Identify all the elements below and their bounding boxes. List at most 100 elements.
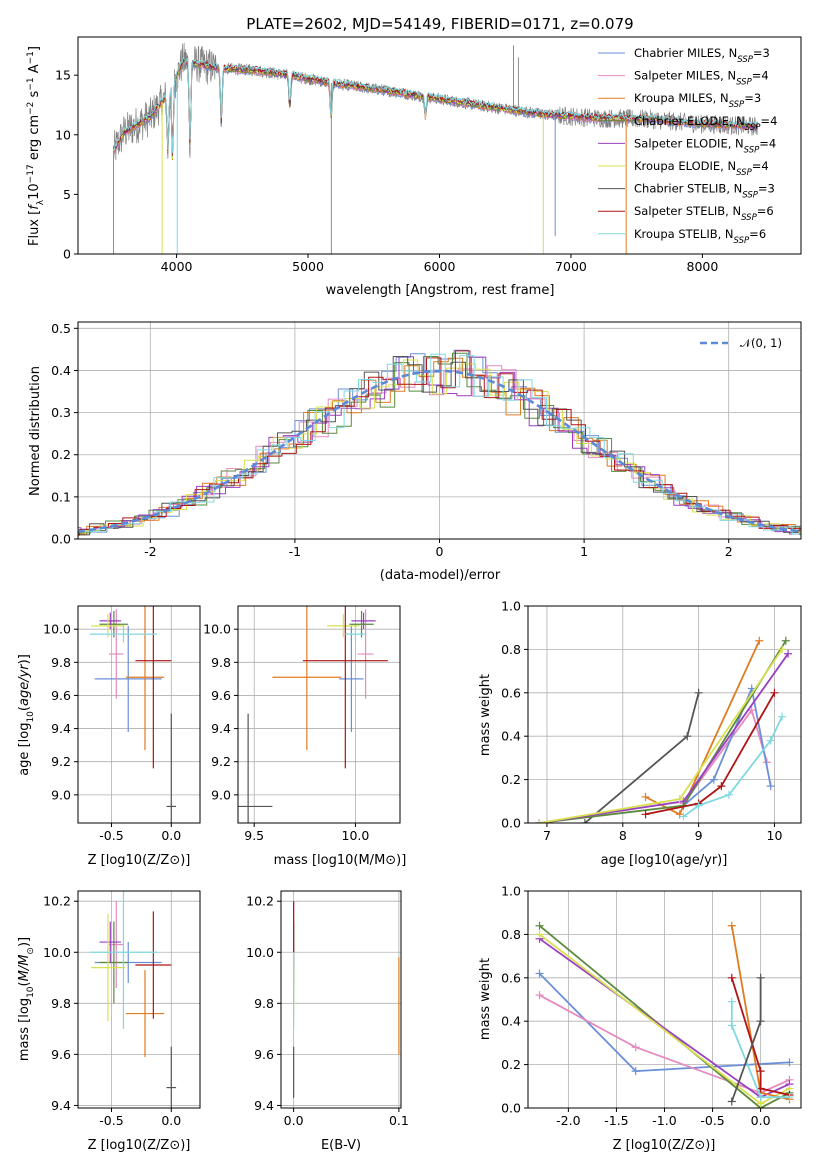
y-tick-label: 9.4 [254, 1098, 274, 1113]
y-axis-label: mass weight [478, 958, 493, 1040]
legend-n: , N [728, 136, 744, 150]
y-tick-label: 1.0 [501, 884, 521, 899]
axes-frame [77, 890, 201, 1109]
label-part: 10 [26, 711, 36, 723]
y-tick-label: 0.4 [51, 363, 71, 378]
label-part: ] [27, 46, 42, 51]
legend-eq: = [752, 69, 762, 83]
x-tick-label: 7 [543, 828, 551, 843]
y-tick-label: 9.0 [51, 787, 71, 802]
plot-area [78, 349, 801, 536]
legend-eq: = [758, 182, 768, 196]
y-tick-label: 0.2 [501, 772, 521, 787]
label-part: ( [17, 706, 32, 711]
y-tick-label: 0.4 [501, 1014, 521, 1029]
x-tick-label: -2 [144, 544, 156, 559]
y-tick-label: 10.2 [246, 894, 274, 909]
plus-marker [778, 712, 787, 721]
x-axis-label: E(B-V) [321, 1138, 361, 1153]
legend-label: Salpeter STELIB, NSSP=6 [634, 204, 774, 223]
y-tick-label: 10 [55, 127, 71, 142]
y-tick-label: 9.0 [211, 787, 231, 802]
plus-marker [535, 991, 544, 1000]
legend-eq: = [749, 227, 759, 241]
legend-nssp: 6 [766, 204, 773, 218]
x-tick-label: -1.0 [652, 1113, 676, 1128]
plus-marker [709, 775, 718, 784]
y-tick-label: 0.0 [501, 1101, 521, 1116]
label-part: −2 [26, 102, 36, 115]
y-tick-label: 9.6 [254, 1047, 274, 1062]
x-axis-label: wavelength [Angstrom, rest frame] [326, 283, 555, 298]
x-tick-label: 9.5 [244, 828, 264, 843]
weight_vs_Z-panel: -2.0 -1.5 -1.0 -0.5 0.0 0.0 0.2 0.4 0.6 0.8 1.0 [501, 884, 802, 1128]
plus-marker [641, 792, 650, 801]
x-tick-label: 0.1 [389, 1113, 409, 1128]
plus-marker [755, 636, 764, 645]
x-tick-label: -0.5 [700, 1113, 724, 1128]
x-axis-label: Z [log10(Z/Z⊙)] [88, 1138, 191, 1153]
plus-marker [781, 636, 790, 645]
y-axis-label: age [log10(age/yr)] [17, 654, 36, 776]
legend-label: 𝒩(0, 1) [740, 336, 782, 350]
legend-model: Salpeter ELODIE [634, 136, 728, 150]
y-tick-label: 9.8 [211, 655, 231, 670]
legend-eq: = [759, 136, 769, 150]
x-axis-label: Z [log10(Z/Z⊙)] [88, 853, 191, 868]
y-tick-label: 0.5 [51, 321, 71, 336]
x-tick-label: -1 [289, 544, 301, 559]
residuals-panel: -2 -1 0 1 2 0.0 0.1 0.2 0.3 0.4 0.5 [51, 321, 802, 559]
legend-n: , N [725, 204, 741, 218]
legend-nssp: 4 [769, 136, 776, 150]
label-part: −17 [26, 164, 36, 183]
label-part: −1 [26, 51, 36, 64]
x-axis-label: age [log10(age/yr)] [601, 853, 728, 868]
plus-marker [694, 801, 703, 810]
y-tick-label: 0.0 [501, 816, 521, 831]
plus-marker [631, 1043, 640, 1052]
label-part: )] [17, 654, 32, 664]
y-axis-label: mass [log10(M/M⊙)] [17, 937, 36, 1061]
plot-area [535, 636, 793, 823]
legend-sub: SSP [744, 145, 760, 155]
x-tick-label: 8000 [687, 259, 719, 274]
plus-marker [766, 782, 775, 791]
y-tick-label: 0.0 [51, 532, 71, 547]
y-tick-label: 15 [55, 68, 71, 83]
legend-label: Chabrier STELIB, NSSP=3 [634, 182, 775, 201]
plot-area [535, 921, 794, 1108]
plus-marker [727, 973, 736, 982]
x-tick-label: 6000 [424, 259, 456, 274]
legend-eq: = [757, 204, 767, 218]
legend-eq: = [744, 91, 754, 105]
plus-marker [535, 819, 544, 823]
histogram-series [78, 356, 801, 536]
legend-model: Kroupa STELIB [634, 227, 718, 241]
label-part: M/M [17, 955, 32, 982]
chart-title: PLATE=2602, MJD=54149, FIBERID=0171, z=0… [246, 15, 633, 33]
y-tick-label: 10.0 [43, 945, 71, 960]
weight-series [539, 653, 789, 823]
x-tick-label: -0.5 [99, 1113, 123, 1128]
legend-model: Salpeter MILES [634, 69, 720, 83]
plot-area [238, 606, 388, 823]
weight-series [730, 977, 790, 1096]
x-tick-label: 1 [580, 544, 588, 559]
plus-marker [717, 782, 726, 791]
legend-model: Chabrier STELIB [634, 182, 726, 196]
label-part: Flux [ [27, 210, 42, 246]
x-tick-label: 9 [695, 828, 703, 843]
age_vs_mass-panel: 9.5 10.0 9.0 9.2 9.4 9.6 9.8 10.0 [203, 605, 401, 843]
y-tick-label: 9.4 [51, 721, 71, 736]
legend-sub: SSP [741, 213, 757, 223]
label-part: age [log [17, 723, 32, 776]
label-part: 10 [27, 183, 42, 200]
x-tick-label: 8 [619, 828, 627, 843]
label-part: mass [log [17, 998, 32, 1061]
x-tick-label: 10 [767, 828, 783, 843]
legend-eq: = [760, 114, 770, 128]
legend-n: , N [720, 159, 736, 173]
axes-frame [237, 605, 401, 824]
y-tick-label: 10.0 [246, 945, 274, 960]
